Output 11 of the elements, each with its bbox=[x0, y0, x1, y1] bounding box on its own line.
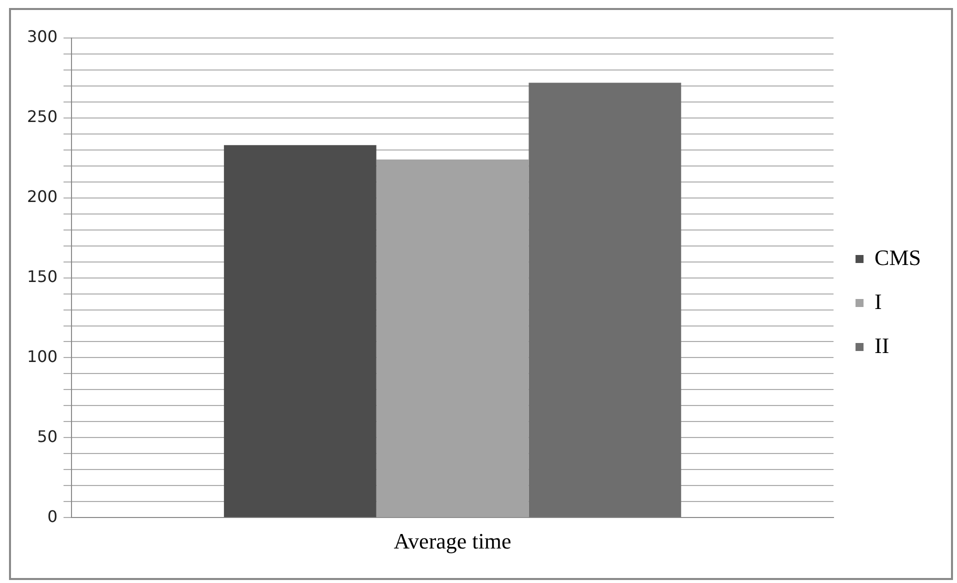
y-tick-label: 250 bbox=[26, 107, 58, 126]
y-tick-label: 0 bbox=[47, 506, 58, 526]
y-tick-label: 50 bbox=[37, 426, 58, 446]
y-tick-label: 150 bbox=[26, 266, 58, 286]
y-tick-label: 300 bbox=[26, 27, 58, 46]
legend-label: II bbox=[874, 332, 890, 358]
y-tick-label: 200 bbox=[26, 187, 58, 206]
y-tick-label: 100 bbox=[26, 346, 58, 366]
legend-label: CMS bbox=[874, 244, 922, 270]
legend-label: I bbox=[874, 288, 882, 314]
x-tick-label: Average time bbox=[394, 528, 512, 554]
